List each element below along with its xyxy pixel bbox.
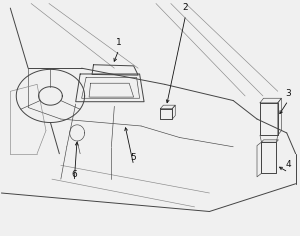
Text: 3: 3 [285, 89, 291, 98]
Text: 5: 5 [131, 153, 137, 163]
Text: 2: 2 [183, 3, 188, 12]
Text: 1: 1 [116, 38, 122, 47]
Text: 6: 6 [71, 170, 77, 179]
Text: 4: 4 [285, 160, 291, 169]
